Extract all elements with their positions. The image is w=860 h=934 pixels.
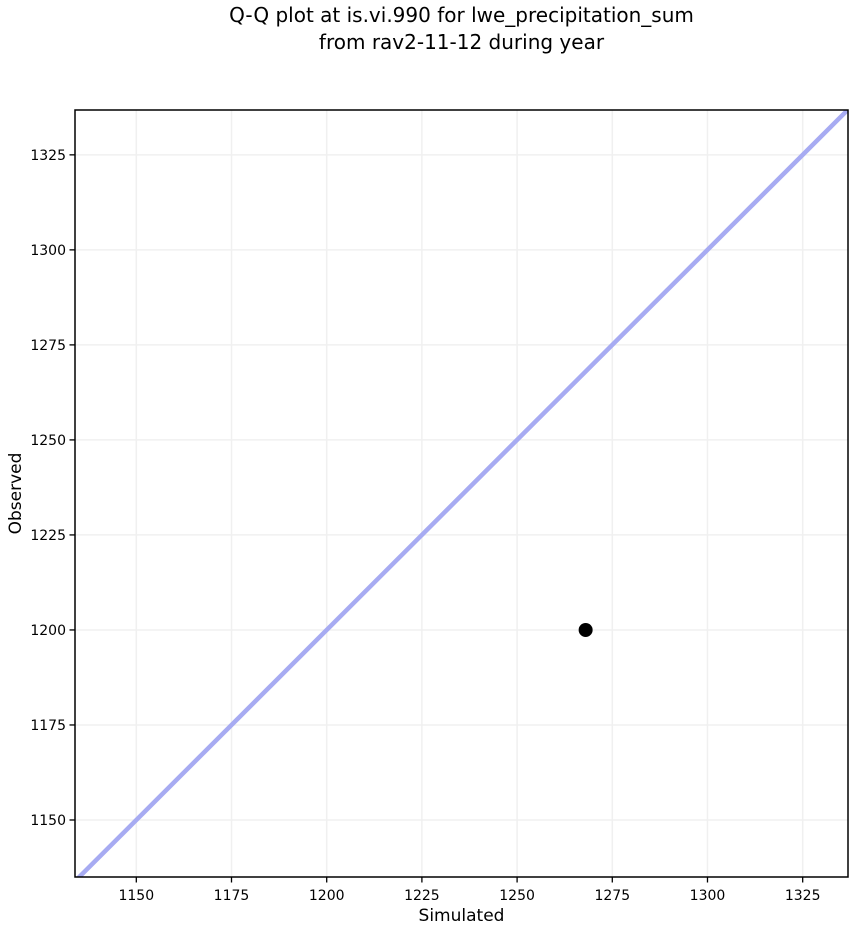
- x-tick-label: 1200: [309, 888, 345, 904]
- plot-border: [74, 109, 849, 878]
- x-tick-label: 1225: [404, 888, 440, 904]
- x-tick-label: 1175: [214, 888, 250, 904]
- x-axis-label: Simulated: [419, 906, 505, 926]
- chart-title: Q-Q plot at is.vi.990 for lwe_precipitat…: [75, 2, 848, 56]
- y-tick-label: 1275: [30, 338, 66, 354]
- y-tick-label: 1325: [30, 148, 66, 164]
- identity-line: [76, 110, 848, 877]
- x-tick-label: 1275: [594, 888, 630, 904]
- y-axis-label: Observed: [6, 453, 26, 535]
- chart-title-line-1: Q-Q plot at is.vi.990 for lwe_precipitat…: [229, 3, 694, 27]
- y-tick-label: 1150: [30, 813, 66, 829]
- y-tick-label: 1300: [30, 243, 66, 259]
- y-tick-label: 1225: [30, 528, 66, 544]
- y-tick-label: 1200: [30, 623, 66, 639]
- x-tick-label: 1250: [499, 888, 535, 904]
- x-tick-label: 1300: [690, 888, 726, 904]
- y-tick-label: 1250: [30, 433, 66, 449]
- x-tick-label: 1150: [118, 888, 154, 904]
- x-tick-label: 1325: [785, 888, 821, 904]
- chart-title-line-2: from rav2-11-12 during year: [318, 30, 605, 54]
- y-tick-label: 1175: [30, 718, 66, 734]
- data-point: [578, 622, 593, 637]
